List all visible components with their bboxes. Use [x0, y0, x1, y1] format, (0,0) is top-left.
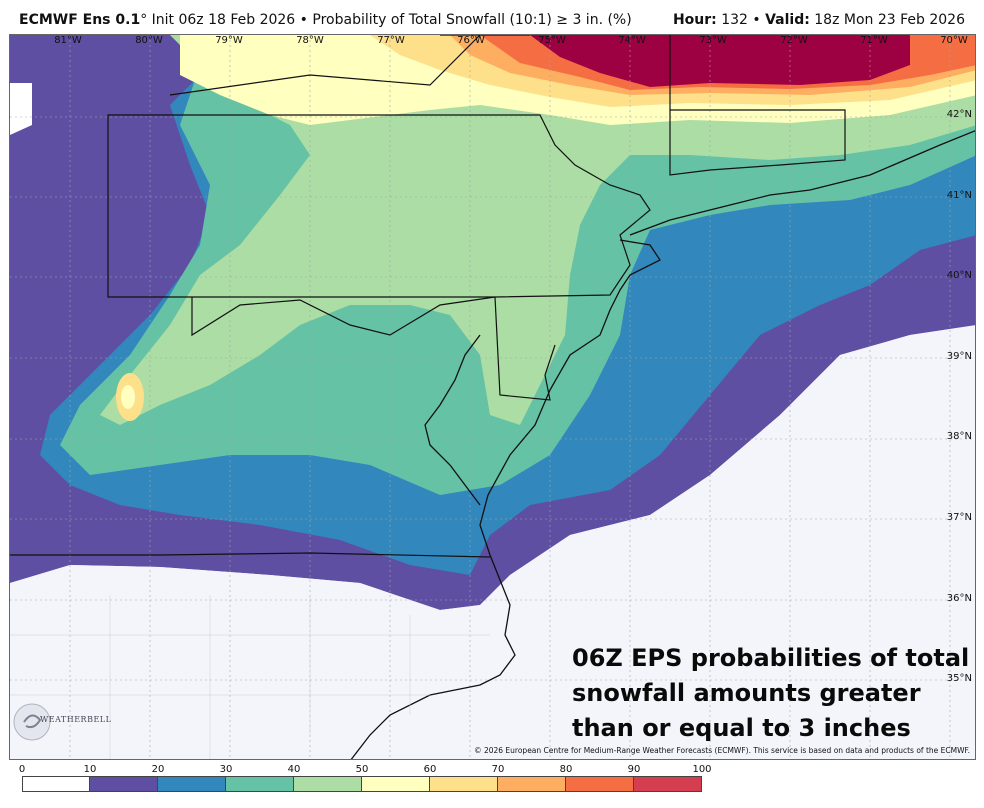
annotation-line: 06Z EPS probabilities of total — [572, 644, 970, 672]
colorbar-segment — [22, 776, 90, 792]
lon-label: 75°W — [538, 35, 566, 46]
prob-band-90-100 — [530, 35, 910, 87]
colorbar-segment — [158, 776, 226, 792]
lon-label: 78°W — [296, 35, 324, 46]
lat-label: 41°N — [946, 190, 972, 201]
colorbar-segment — [362, 776, 430, 792]
colorbar-segment — [90, 776, 158, 792]
colorbar-segment — [294, 776, 362, 792]
lon-label: 70°W — [940, 35, 968, 46]
colorbar-tick-label: 20 — [151, 764, 165, 775]
state-borders — [10, 35, 846, 558]
probability-map: 81°W 80°W 79°W 78°W 77°W 76°W 75°W 74°W … — [9, 34, 976, 760]
lon-label: 74°W — [618, 35, 646, 46]
colorbar-tick-label: 50 — [355, 764, 369, 775]
lon-label: 81°W — [54, 35, 82, 46]
colorbar-segment — [498, 776, 566, 792]
coastline — [350, 130, 975, 759]
colorbar-tick-label: 80 — [559, 764, 573, 775]
hour-label: Hour: — [672, 12, 717, 28]
weatherbell-logo: WEATHERBELL — [12, 700, 111, 744]
valid-label: Valid: — [765, 12, 810, 28]
product-name: Probability of Total Snowfall (10:1) ≥ 3… — [312, 12, 632, 28]
colorbar-tick-label: 60 — [423, 764, 437, 775]
lat-label: 37°N — [946, 512, 972, 523]
lon-label: 76°W — [457, 35, 485, 46]
lon-label: 77°W — [377, 35, 405, 46]
colorbar-tick-label: 10 — [83, 764, 97, 775]
separator-2: • — [747, 12, 766, 28]
county-borders — [10, 595, 490, 759]
colorbar-segment — [430, 776, 498, 792]
lat-label: 38°N — [946, 431, 972, 442]
lon-label: 80°W — [135, 35, 163, 46]
prob-pocket-west-center — [121, 385, 135, 409]
annotation-line: than or equal to 3 inches — [572, 714, 911, 742]
lat-label: 35°N — [946, 673, 972, 684]
colorbar-frame — [22, 776, 702, 792]
graticule — [10, 35, 975, 759]
prob-band-40-50 — [100, 35, 975, 425]
lon-label: 72°W — [780, 35, 808, 46]
colorbar-tick-label: 40 — [287, 764, 301, 775]
lat-label: 36°N — [946, 593, 972, 604]
header-title: ECMWF Ens 0.1° Init 06z 18 Feb 2026 • Pr… — [19, 12, 632, 28]
lon-label: 71°W — [860, 35, 888, 46]
lat-label: 42°N — [946, 109, 972, 120]
swirl-icon — [13, 703, 51, 741]
map-canvas — [10, 35, 975, 759]
hour-value: 132 — [716, 12, 748, 28]
colorbar-tick-label: 90 — [627, 764, 641, 775]
degree-mark: ° — [140, 12, 148, 28]
lon-label: 73°W — [699, 35, 727, 46]
separator: • — [295, 12, 313, 28]
colorbar-tick-label: 30 — [219, 764, 233, 775]
colorbar-tick-label: 100 — [692, 764, 712, 775]
colorbar-tick-label: 0 — [18, 764, 26, 775]
init-time: Init 06z 18 Feb 2026 — [147, 12, 296, 28]
lon-label: 79°W — [215, 35, 243, 46]
prob-band-0-10-northwest — [10, 83, 32, 135]
annotation-line: snowfall amounts greater — [572, 679, 921, 707]
copyright-notice: © 2026 European Centre for Medium-Range … — [474, 746, 970, 755]
header-valid: Hour: 132 • Valid: 18z Mon 23 Feb 2026 — [673, 12, 965, 28]
colorbar-segment — [226, 776, 294, 792]
lat-label: 40°N — [946, 270, 972, 281]
model-name: ECMWF Ens 0.1 — [19, 12, 141, 28]
map-annotation: 06Z EPS probabilities of total snowfall … — [572, 641, 972, 746]
lat-label: 39°N — [946, 351, 972, 362]
prob-band-0-10-south — [10, 325, 975, 759]
colorbar-segment — [566, 776, 634, 792]
valid-value: 18z Mon 23 Feb 2026 — [809, 12, 965, 28]
logo-text: WEATHERBELL — [40, 715, 112, 724]
colorbar-tick-label: 70 — [491, 764, 505, 775]
map-header: ECMWF Ens 0.1° Init 06z 18 Feb 2026 • Pr… — [0, 0, 984, 34]
